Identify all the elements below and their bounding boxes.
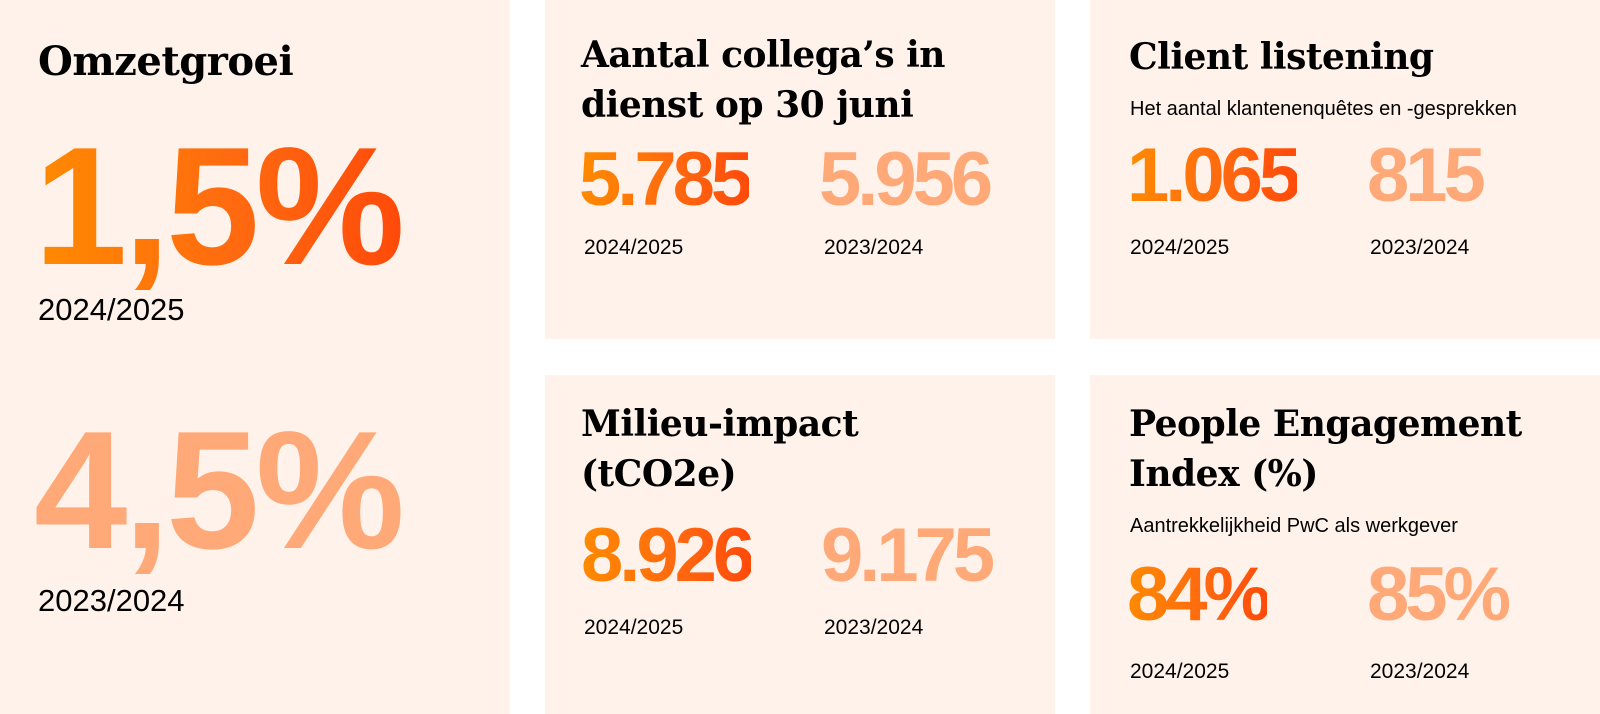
- client-current-year: 2024/2025: [1130, 236, 1230, 259]
- collegas-previous-year: 2023/2024: [824, 236, 924, 259]
- milieu-previous-value: 9.175: [821, 513, 995, 598]
- client-previous-value: 815: [1367, 133, 1486, 218]
- collegas-title-line2: dienst op 30 juni: [581, 84, 914, 126]
- card-people-engagement: People Engagement Index (%) Aantrekkelij…: [1090, 375, 1600, 714]
- people-current-year: 2024/2025: [1130, 660, 1230, 683]
- people-previous-year: 2023/2024: [1370, 660, 1470, 683]
- omzetgroei-current-year: 2024/2025: [38, 292, 185, 327]
- milieu-title-line1: Milieu-impact: [581, 403, 859, 445]
- client-subtitle: Het aantal klantenenquêtes en -gesprekke…: [1130, 98, 1517, 120]
- people-title-line2: Index (%): [1129, 453, 1318, 495]
- card-milieu-impact: Milieu-impact (tCO2e) 8.926 2024/2025 9.…: [545, 375, 1055, 714]
- people-subtitle: Aantrekkelijkheid PwC als werkgever: [1130, 515, 1458, 537]
- milieu-previous-year: 2023/2024: [824, 616, 924, 639]
- omzetgroei-previous-value: 4,5%: [34, 396, 405, 584]
- card-collegas: Aantal collega’s in dienst op 30 juni 5.…: [545, 0, 1055, 339]
- card-omzetgroei: Omzetgroei 1,5% 2024/2025 4,5% 2023/2024: [0, 0, 510, 714]
- people-current-value: 84%: [1127, 552, 1271, 637]
- card-client-listening: Client listening Het aantal klantenenquê…: [1090, 0, 1600, 339]
- milieu-current-value: 8.926: [581, 513, 755, 598]
- client-current-value: 1.065: [1127, 133, 1301, 218]
- omzetgroei-previous-year: 2023/2024: [38, 583, 185, 618]
- people-title-line1: People Engagement: [1129, 403, 1522, 445]
- client-title: Client listening: [1129, 36, 1434, 78]
- milieu-current-year: 2024/2025: [584, 616, 684, 639]
- collegas-current-value: 5.785: [579, 137, 753, 222]
- milieu-title-line2: (tCO2e): [581, 453, 737, 495]
- people-previous-value: 85%: [1367, 552, 1511, 637]
- omzetgroei-title: Omzetgroei: [38, 38, 294, 85]
- omzetgroei-current-value: 1,5%: [34, 112, 405, 300]
- client-previous-year: 2023/2024: [1370, 236, 1470, 259]
- collegas-previous-value: 5.956: [819, 137, 993, 222]
- collegas-title-line1: Aantal collega’s in: [581, 34, 945, 76]
- collegas-current-year: 2024/2025: [584, 236, 684, 259]
